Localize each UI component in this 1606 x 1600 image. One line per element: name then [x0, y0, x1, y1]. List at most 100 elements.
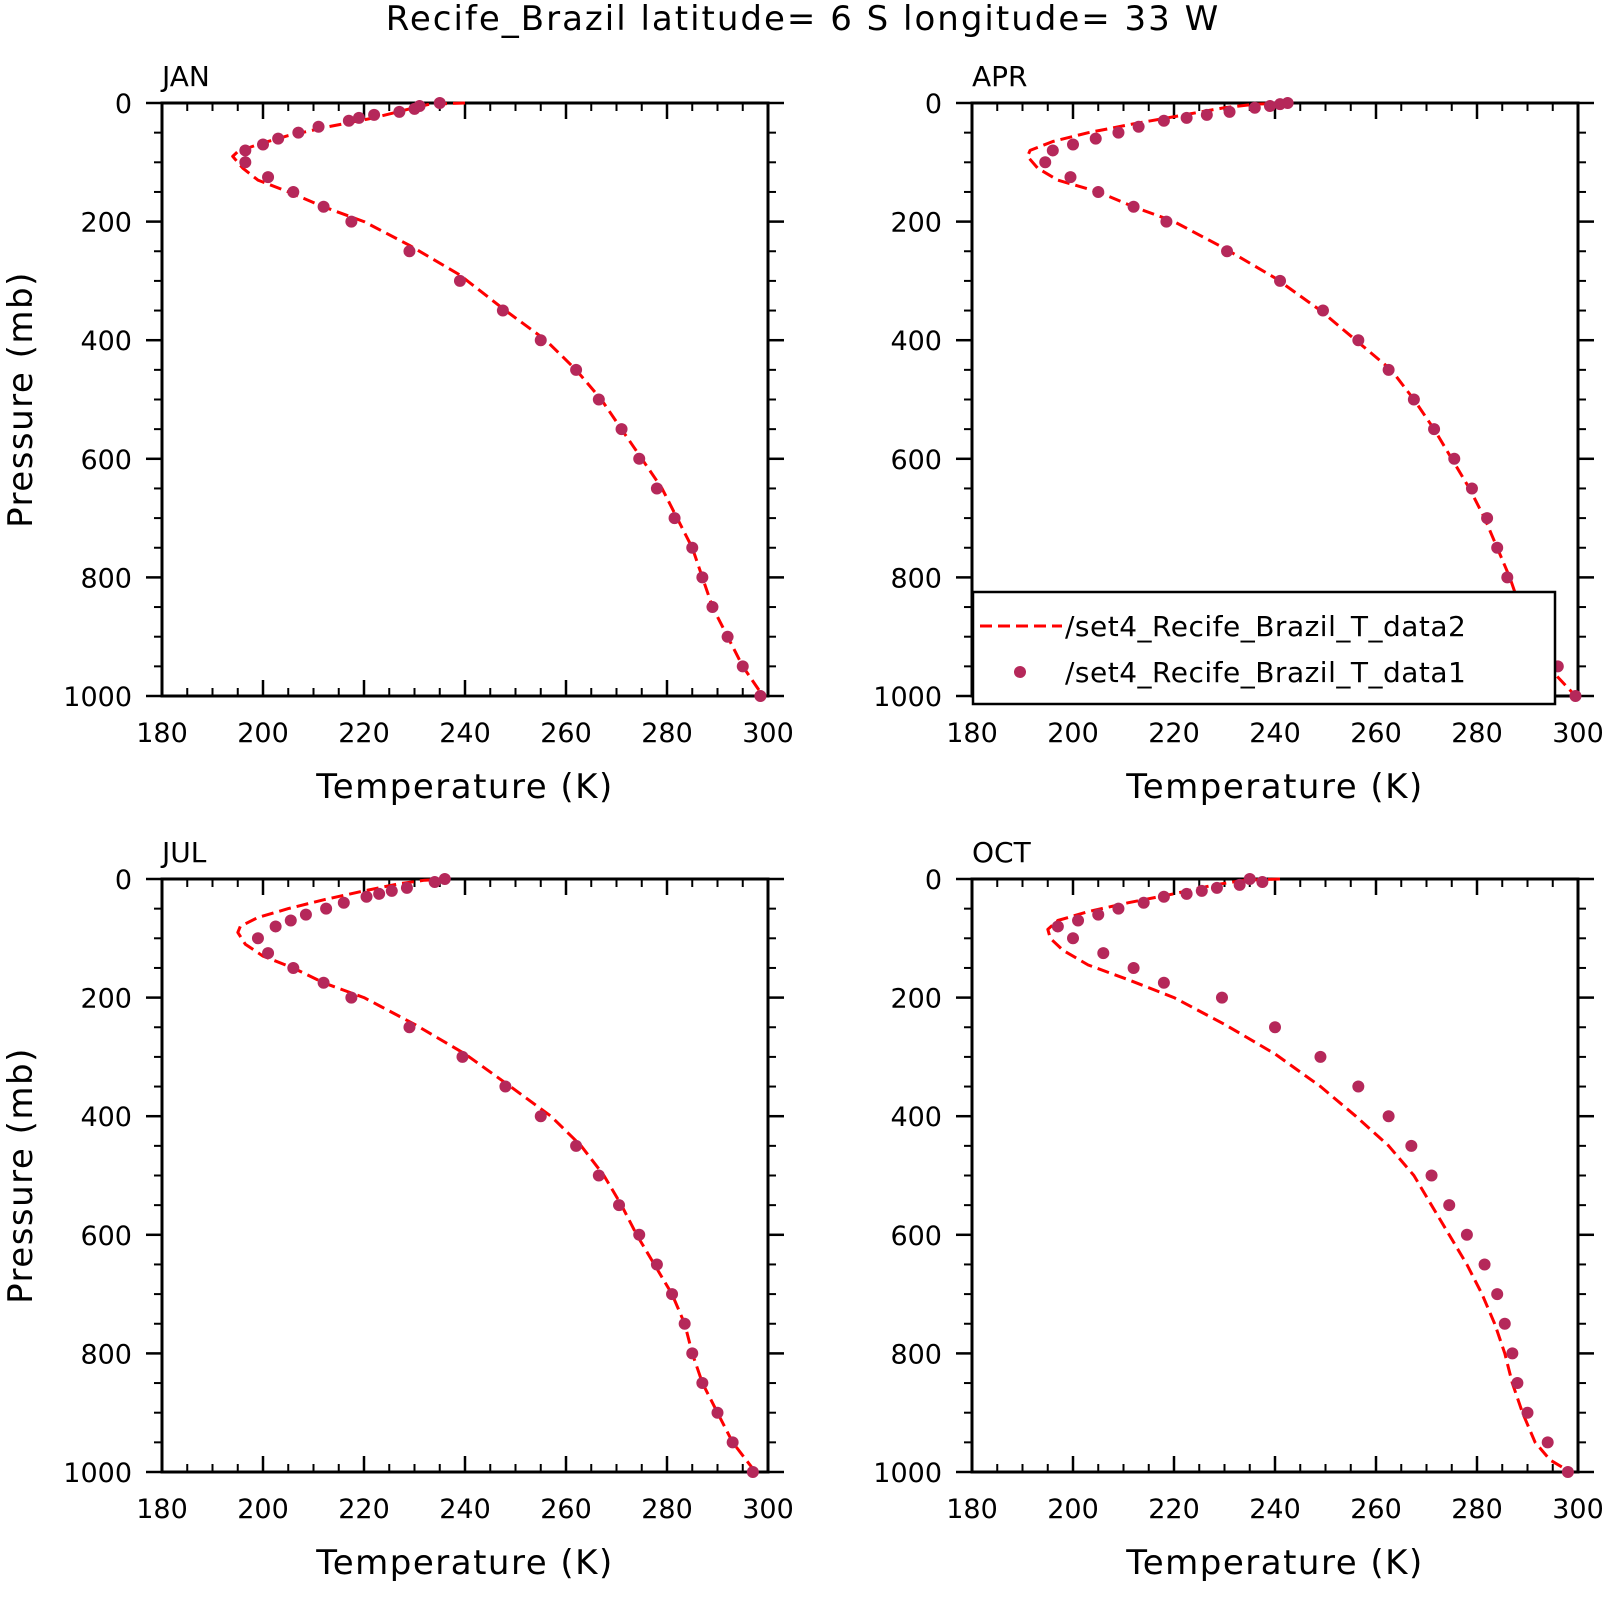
data-point-data1 [736, 660, 749, 673]
y-tick-label: 400 [80, 326, 132, 357]
x-tick-label: 220 [1148, 1494, 1200, 1525]
data-point-data1 [592, 1169, 605, 1182]
x-tick-label: 260 [540, 1494, 592, 1525]
data-point-data1 [1221, 245, 1234, 258]
y-tick-label: 400 [890, 1102, 942, 1133]
x-tick-label: 200 [1047, 1494, 1099, 1525]
x-tick-label: 300 [742, 718, 794, 749]
x-tick-label: 280 [641, 718, 693, 749]
x-tick-label: 300 [1552, 718, 1604, 749]
data-point-data1 [1352, 1080, 1365, 1093]
main-title: Recife_Brazil latitude= 6 S longitude= 3… [386, 0, 1220, 39]
y-tick-label: 600 [890, 1221, 942, 1252]
data-point-data1 [650, 1258, 663, 1271]
y-tick-label: 0 [115, 865, 132, 896]
legend: /set4_Recife_Brazil_T_data2/set4_Recife_… [971, 590, 1557, 706]
legend-label-data2: /set4_Recife_Brazil_T_data2 [1065, 610, 1466, 643]
y-axis-label: Pressure (mb) [1, 271, 41, 528]
data-point-data1 [1180, 887, 1193, 900]
data-point-data1 [438, 873, 451, 885]
legend-box [971, 590, 1557, 706]
data-point-data1 [373, 887, 386, 900]
panel-jul: JUL 180 200 220 240 260 280 300 0 200 400 600 800 100… [1, 836, 794, 1583]
data-point-data1 [496, 304, 509, 317]
x-tick-label: 180 [946, 718, 998, 749]
y-tick-label: 0 [115, 89, 132, 120]
series-line-data2 [1046, 877, 1572, 1474]
data-point-data1 [1160, 215, 1173, 228]
data-point-data1 [615, 423, 628, 436]
data-point-data1 [534, 1110, 547, 1123]
data-point-data1 [368, 108, 381, 121]
data-point-data1 [385, 884, 398, 897]
data-point-data1 [1067, 932, 1079, 945]
data-point-data1 [1223, 105, 1236, 118]
data-point-data1 [1092, 908, 1105, 921]
data-point-data1 [754, 690, 767, 702]
y-tick-label: 800 [80, 1339, 132, 1370]
panel-label: APR [972, 60, 1028, 93]
data-point-data1 [312, 120, 325, 133]
data-point-data1 [570, 363, 583, 376]
data-point-data1 [1215, 991, 1228, 1004]
x-axis-label: Temperature (K) [1125, 767, 1424, 807]
y-tick-label: 200 [890, 984, 942, 1015]
data-point-data1 [403, 1021, 416, 1034]
y-tick-label: 0 [925, 89, 942, 120]
data-point-data1 [721, 630, 734, 643]
data-point-data1 [1274, 98, 1287, 111]
data-point-data1 [239, 156, 252, 169]
data-point-data1 [352, 111, 365, 124]
x-tick-label: 220 [338, 1494, 390, 1525]
data-point-data1 [1407, 393, 1420, 406]
x-axis-label: Temperature (K) [315, 1543, 614, 1583]
data-point-data1 [633, 452, 646, 465]
x-tick-label: 200 [237, 718, 289, 749]
data-point-data1 [1067, 138, 1079, 151]
data-point-data1 [696, 1377, 709, 1390]
data-point-data1 [1481, 512, 1494, 525]
data-point-data1 [287, 961, 300, 974]
data-point-data1 [1046, 144, 1059, 157]
y-tick-label: 600 [890, 445, 942, 476]
data-point-data1 [1561, 1466, 1574, 1478]
data-point-data1 [1132, 120, 1145, 133]
data-point-data1 [1569, 690, 1582, 702]
x-tick-label: 220 [1148, 718, 1200, 749]
data-point-data1 [408, 102, 421, 115]
data-point-data1 [570, 1139, 583, 1152]
data-point-data1 [1314, 1050, 1327, 1063]
y-tick-label: 0 [925, 865, 942, 896]
panel-label: OCT [972, 836, 1032, 869]
x-tick-label: 180 [136, 718, 188, 749]
x-tick-label: 280 [1451, 1494, 1503, 1525]
x-tick-label: 180 [136, 1494, 188, 1525]
data-point-data1 [1180, 111, 1193, 124]
x-tick-label: 180 [946, 1494, 998, 1525]
data-point-data1 [400, 881, 413, 894]
x-tick-label: 280 [1451, 718, 1503, 749]
data-point-data1 [534, 334, 547, 347]
panel-label: JAN [160, 60, 210, 93]
data-point-data1 [1460, 1228, 1473, 1241]
data-point-data1 [711, 1406, 724, 1419]
data-point-data1 [1465, 482, 1478, 495]
data-point-data1 [456, 1050, 469, 1063]
data-point-data1 [345, 991, 358, 1004]
data-point-data1 [1521, 1406, 1534, 1419]
x-tick-label: 240 [1249, 1494, 1301, 1525]
data-point-data1 [1039, 156, 1052, 169]
data-point-data1 [251, 932, 264, 945]
data-point-data1 [686, 541, 699, 554]
data-point-data1 [1092, 185, 1105, 198]
data-point-data1 [613, 1199, 626, 1212]
data-point-data1 [678, 1317, 691, 1330]
plot-frame [160, 101, 770, 698]
data-point-data1 [650, 482, 663, 495]
data-point-data1 [633, 1228, 646, 1241]
data-point-data1 [706, 601, 719, 614]
data-point-data1 [1352, 334, 1365, 347]
data-point-data1 [1382, 363, 1395, 376]
y-tick-label: 600 [80, 445, 132, 476]
